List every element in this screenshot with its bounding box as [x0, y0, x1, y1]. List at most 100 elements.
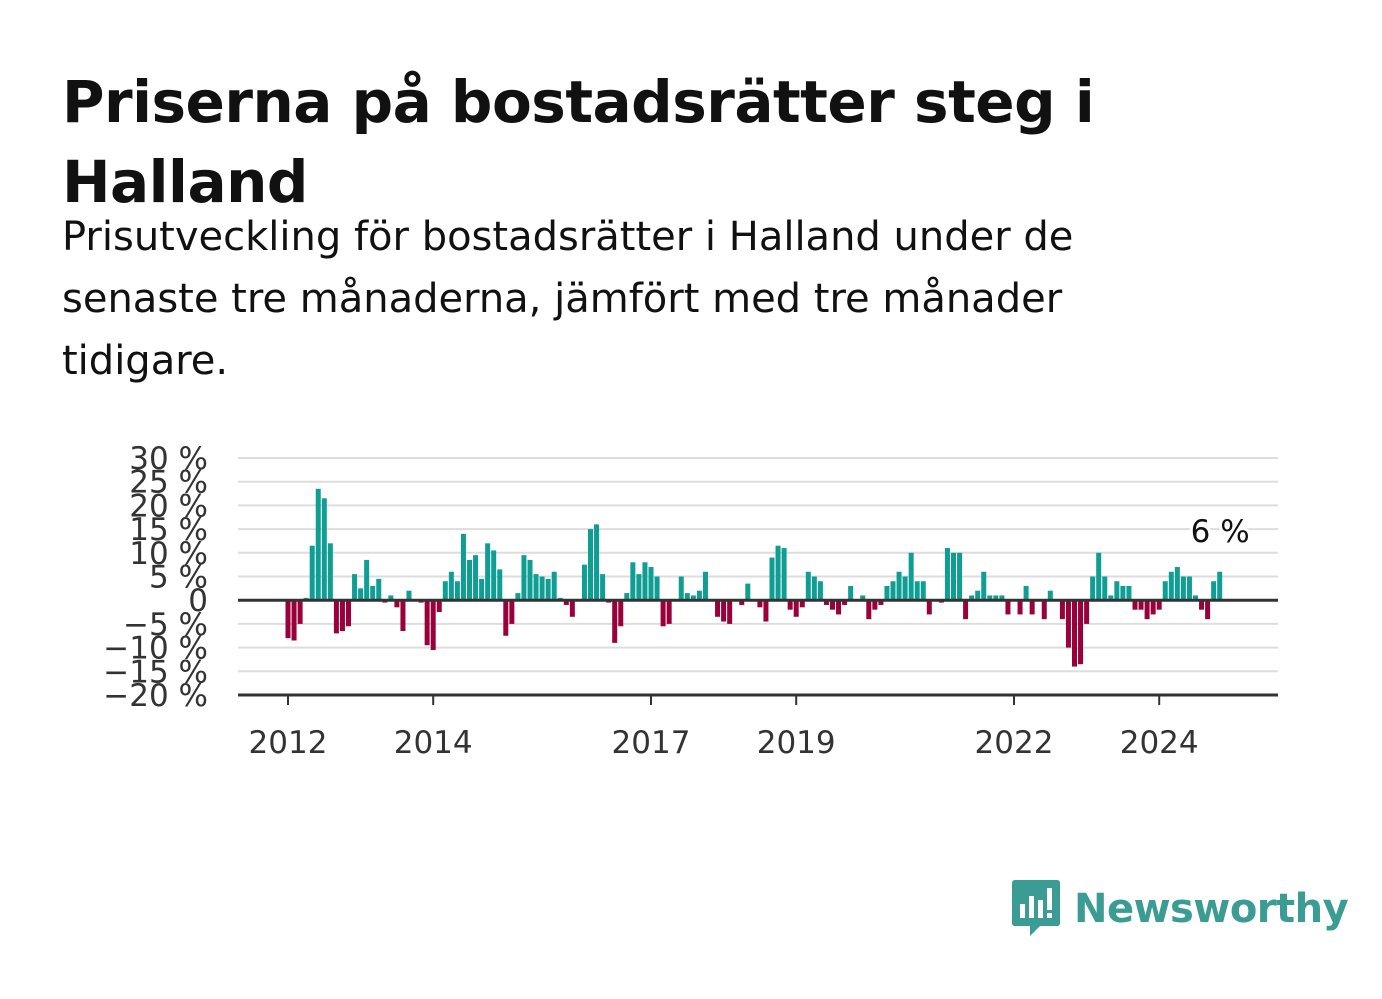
bar [527, 559, 533, 601]
bar [581, 564, 587, 601]
bar [297, 600, 303, 624]
bar [533, 574, 539, 601]
bar [793, 600, 799, 617]
bar [569, 600, 575, 617]
x-tick-label: 2012 [249, 725, 328, 761]
bar [739, 600, 745, 605]
bar [618, 600, 624, 627]
bar [702, 571, 708, 601]
bar [1193, 595, 1198, 601]
bar [957, 552, 963, 601]
bar [963, 600, 969, 620]
bar [799, 600, 805, 608]
bar [1126, 585, 1132, 601]
bar [842, 600, 848, 605]
y-tick-label: 25 % [129, 465, 208, 501]
bar [327, 543, 333, 601]
x-tick-label: 2017 [612, 725, 691, 761]
last-value-annotation: 6 % [1188, 511, 1253, 553]
bar [539, 576, 545, 601]
bar [442, 581, 448, 601]
bar [479, 578, 485, 601]
bar [860, 595, 866, 601]
x-tick-label: 2014 [394, 725, 473, 761]
bar [551, 571, 557, 601]
bar [454, 581, 460, 601]
chart-subtitle: Prisutveckling för bostadsrätter i Halla… [62, 214, 1074, 384]
bar [285, 600, 291, 639]
bar [339, 600, 345, 632]
bar [944, 548, 950, 601]
bar [715, 600, 721, 617]
bar [1023, 585, 1029, 601]
bar [836, 600, 842, 615]
y-tick-label: −10 % [103, 631, 208, 667]
bar [612, 600, 618, 643]
bar [1150, 600, 1156, 615]
bar [951, 552, 956, 601]
bar [1059, 600, 1065, 620]
bar [1186, 576, 1192, 601]
bar [394, 600, 400, 608]
bar [654, 576, 660, 601]
bar [424, 600, 430, 646]
x-tick-label: 2022 [975, 725, 1054, 761]
bar [1138, 600, 1144, 610]
bar [1205, 600, 1211, 620]
bar [563, 600, 569, 605]
bar [1180, 576, 1186, 601]
bar [1084, 600, 1090, 624]
bar [993, 595, 999, 601]
bar-chart: 30 %25 %20 %15 %10 %5 %0−5 %−10 %−15 %−2… [103, 441, 1278, 761]
bar [769, 557, 775, 601]
gridlines [238, 457, 1278, 673]
bar [594, 524, 600, 601]
bar [406, 590, 412, 601]
bar [648, 567, 654, 601]
bar [884, 585, 890, 601]
bar [690, 595, 696, 601]
bar [981, 571, 987, 601]
y-tick-label: 20 % [129, 488, 208, 524]
bar [521, 555, 527, 601]
bar [781, 548, 787, 601]
bar [1132, 600, 1138, 610]
bar [309, 545, 315, 601]
bar [630, 562, 636, 601]
bar [1168, 571, 1174, 601]
chart-title: Priserna på bostadsrätter steg i Halland [62, 68, 1095, 216]
bar [660, 600, 666, 627]
bar [364, 559, 370, 601]
x-axis-ticks: 2012 2014 2017 2019 2022 2024 [249, 695, 1199, 761]
bar [775, 545, 781, 601]
y-tick-label: 5 % [149, 560, 208, 596]
bar [1047, 590, 1053, 601]
bar [467, 559, 472, 601]
bar [926, 600, 932, 615]
bar [460, 533, 466, 601]
bar [1017, 600, 1023, 615]
bar [1199, 600, 1205, 610]
bar [600, 574, 606, 601]
y-tick-label: −15 % [103, 654, 208, 690]
bar [497, 569, 503, 601]
bar [745, 583, 751, 601]
bar [515, 593, 521, 601]
bar [485, 543, 491, 601]
bar [1096, 552, 1102, 601]
bar [321, 498, 327, 601]
bar [1065, 600, 1071, 648]
y-tick-label: −5 % [123, 607, 208, 643]
bar [757, 600, 763, 608]
bar [811, 576, 817, 601]
newsworthy-logo: Newsworthy [1010, 878, 1349, 940]
bar [787, 600, 793, 610]
y-tick-label: 0 [188, 583, 208, 619]
bar [666, 600, 672, 624]
bar [1211, 581, 1217, 601]
bar [830, 600, 835, 610]
bar [473, 555, 479, 601]
bar [1120, 585, 1126, 601]
bar [999, 595, 1005, 601]
bar [509, 600, 515, 624]
